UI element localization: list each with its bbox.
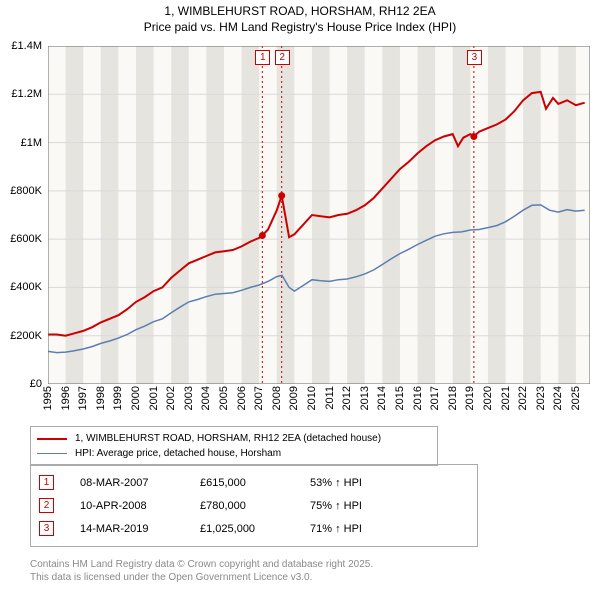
x-tick-label: 2010	[306, 386, 318, 410]
x-tick-label: 2016	[412, 386, 424, 410]
marker-table: 1 08-MAR-2007£615,00053% ↑ HPI 2 10-APR-200…	[30, 464, 478, 547]
marker-hpi: 71% ↑ HPI	[310, 523, 469, 535]
x-tick-label: 2002	[165, 386, 177, 410]
x-tick-label: 2005	[218, 386, 230, 410]
x-tick-label: 2020	[482, 386, 494, 410]
legend-swatch	[37, 453, 67, 454]
x-tick-label: 2014	[376, 386, 388, 410]
footer-note: Contains HM Land Registry data © Crown c…	[30, 558, 373, 584]
y-tick-label: £1.4M	[11, 40, 42, 52]
marker-hpi: 53% ↑ HPI	[310, 477, 469, 489]
x-tick-label: 2012	[341, 386, 353, 410]
marker-number: 3	[39, 521, 54, 536]
x-tick-label: 2013	[359, 386, 371, 410]
x-tick-label: 1997	[77, 386, 89, 410]
marker-date: 08-MAR-2007	[80, 477, 200, 489]
title-line-2: Price paid vs. HM Land Registry's House …	[0, 20, 600, 36]
x-tick-label: 1996	[60, 386, 72, 410]
marker-price: £615,000	[200, 477, 310, 489]
x-tick-label: 1998	[95, 386, 107, 410]
x-tick-label: 2024	[552, 386, 564, 410]
x-tick-label: 1999	[112, 386, 124, 410]
title-line-1: 1, WIMBLEHURST ROAD, HORSHAM, RH12 2EA	[0, 4, 600, 20]
marker-date: 10-APR-2008	[80, 500, 200, 512]
marker-number: 1	[39, 475, 54, 490]
marker-hpi: 75% ↑ HPI	[310, 500, 469, 512]
x-tick-label: 2015	[394, 386, 406, 410]
y-tick-label: £800K	[10, 185, 42, 197]
x-tick-label: 2003	[183, 386, 195, 410]
legend-label: 1, WIMBLEHURST ROAD, HORSHAM, RH12 2EA (…	[75, 431, 381, 446]
marker-table-row: 1 08-MAR-2007£615,00053% ↑ HPI	[39, 471, 469, 494]
x-tick-label: 2009	[288, 386, 300, 410]
chart-container: 1, WIMBLEHURST ROAD, HORSHAM, RH12 2EA P…	[0, 0, 600, 590]
marker-price: £1,025,000	[200, 523, 310, 535]
plot-svg	[48, 46, 590, 384]
marker-table-row: 3 14-MAR-2019£1,025,00071% ↑ HPI	[39, 517, 469, 540]
x-tick-label: 2023	[535, 386, 547, 410]
x-tick-label: 2022	[517, 386, 529, 410]
x-tick-label: 2011	[324, 386, 336, 410]
marker-callout: 1	[255, 50, 270, 65]
x-tick-label: 2019	[464, 386, 476, 410]
legend-label: HPI: Average price, detached house, Hors…	[75, 446, 281, 461]
x-tick-label: 2001	[148, 386, 160, 410]
x-axis-ticks: 1995199619971998199920002001200220032004…	[48, 386, 590, 422]
x-tick-label: 2018	[447, 386, 459, 410]
marker-table-row: 2 10-APR-2008£780,00075% ↑ HPI	[39, 494, 469, 517]
legend: 1, WIMBLEHURST ROAD, HORSHAM, RH12 2EA (…	[30, 426, 438, 466]
x-tick-label: 1995	[42, 386, 54, 410]
marker-price: £780,000	[200, 500, 310, 512]
x-tick-label: 2004	[200, 386, 212, 410]
marker-number: 2	[39, 498, 54, 513]
y-tick-label: £0	[30, 378, 42, 390]
legend-swatch	[37, 438, 67, 440]
y-tick-label: £200K	[10, 330, 42, 342]
legend-row: HPI: Average price, detached house, Hors…	[37, 446, 431, 461]
x-tick-label: 2025	[570, 386, 582, 410]
y-tick-label: £600K	[10, 233, 42, 245]
y-tick-label: £400K	[10, 281, 42, 293]
y-tick-label: £1.2M	[11, 88, 42, 100]
chart-title: 1, WIMBLEHURST ROAD, HORSHAM, RH12 2EA P…	[0, 0, 600, 35]
x-tick-label: 2000	[130, 386, 142, 410]
marker-callout: 2	[275, 50, 290, 65]
x-tick-label: 2017	[429, 386, 441, 410]
marker-date: 14-MAR-2019	[80, 523, 200, 535]
x-tick-label: 2008	[271, 386, 283, 410]
x-tick-label: 2021	[500, 386, 512, 410]
legend-row: 1, WIMBLEHURST ROAD, HORSHAM, RH12 2EA (…	[37, 431, 431, 446]
marker-callout: 3	[467, 50, 482, 65]
footer-line-2: This data is licensed under the Open Gov…	[30, 571, 373, 584]
y-axis-ticks: £0£200K£400K£600K£800K£1M£1.2M£1.4M	[0, 46, 46, 384]
plot-area	[48, 46, 590, 384]
x-tick-label: 2007	[253, 386, 265, 410]
x-tick-label: 2006	[236, 386, 248, 410]
footer-line-1: Contains HM Land Registry data © Crown c…	[30, 558, 373, 571]
y-tick-label: £1M	[21, 137, 42, 149]
